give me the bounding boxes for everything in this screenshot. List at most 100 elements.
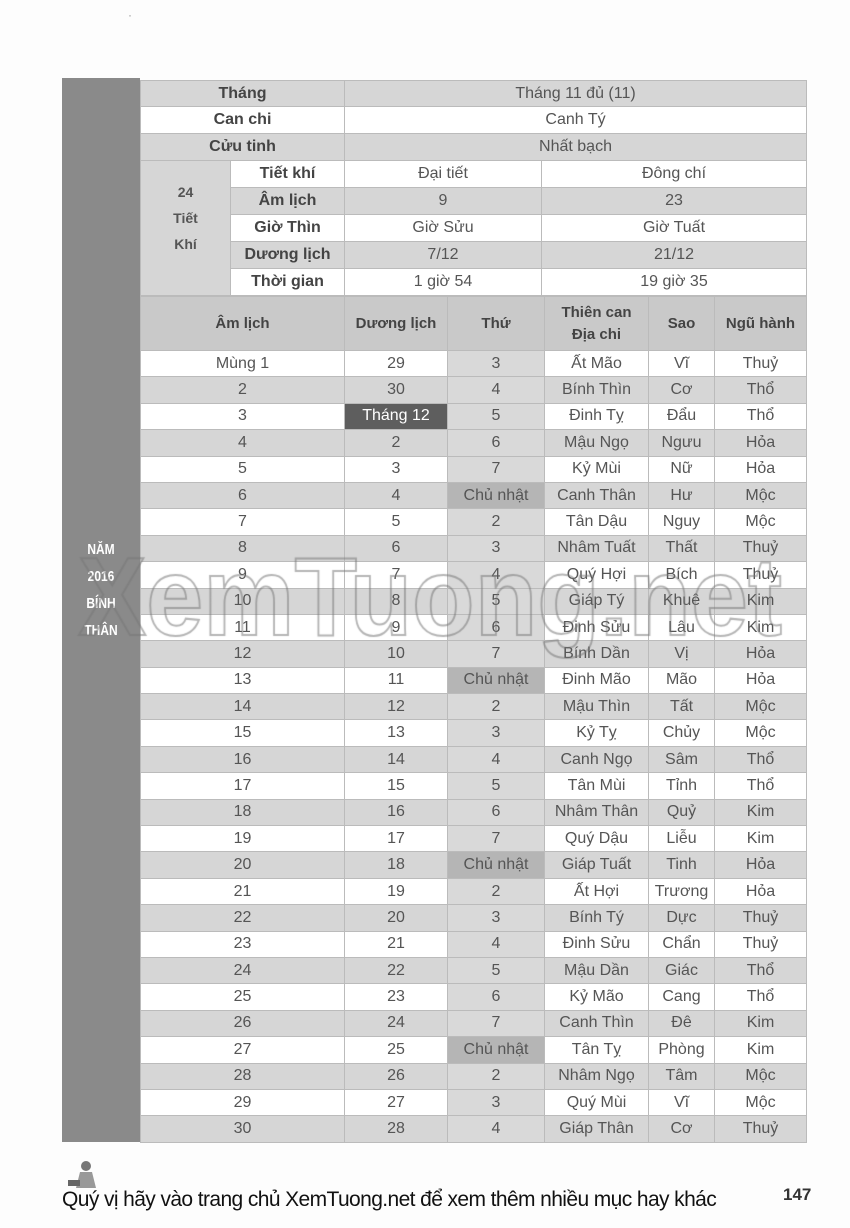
duong-lich-cell: 28 <box>344 1115 448 1143</box>
can-chi-cell: Mậu Thìn <box>544 693 649 721</box>
duong-lich-cell: 13 <box>344 719 448 747</box>
am-lich-cell: 17 <box>140 772 345 800</box>
thu-cell: 3 <box>447 1088 545 1117</box>
duong-lich-cell: 27 <box>344 1088 448 1117</box>
thu-cell: 3 <box>447 904 545 932</box>
duong-lich-cell: 10 <box>344 640 448 668</box>
sao-cell: Vĩ <box>648 1088 715 1117</box>
duong-lich-cell: 9 <box>344 613 448 642</box>
ngu-hanh-cell: Thuỷ <box>714 1115 807 1143</box>
am-lich-cell: 2 <box>140 376 345 404</box>
tietkhi-value: 1 giờ 54 <box>344 268 542 296</box>
tietkhi-value: 19 giờ 35 <box>541 268 807 296</box>
sao-cell: Quỷ <box>648 798 715 827</box>
ngu-hanh-cell: Kim <box>714 825 807 853</box>
table-row: 23 21 4 Đinh Sửu Chẩn Thuỷ <box>140 930 807 958</box>
table-row: 29 27 3 Quý Mùi Vĩ Mộc <box>140 1088 807 1117</box>
ngu-hanh-cell: Thuỷ <box>714 561 807 589</box>
ngu-hanh-cell: Thổ <box>714 745 807 774</box>
can-chi-cell: Canh Thìn <box>544 1009 649 1038</box>
sao-cell: Nguy <box>648 508 715 536</box>
table-row: 27 25 Chủ nhật Tân Tỵ Phòng Kim <box>140 1036 807 1064</box>
ngu-hanh-cell: Hỏa <box>714 666 807 695</box>
am-lich-cell: 30 <box>140 1115 345 1143</box>
thu-cell: 3 <box>447 719 545 747</box>
am-lich-cell: 18 <box>140 798 345 827</box>
ngu-hanh-cell: Thổ <box>714 376 807 404</box>
tietkhi-value: Đông chí <box>541 160 807 188</box>
am-lich-cell: 25 <box>140 983 345 1011</box>
year-line: 2016 <box>87 568 115 585</box>
ngu-hanh-cell: Hỏa <box>714 640 807 668</box>
tietkhi-row-label: Dương lịch <box>230 241 345 269</box>
duong-lich-cell: 18 <box>344 851 448 879</box>
table-row: 7 5 2 Tân Dậu Nguy Mộc <box>140 508 807 536</box>
table-row: 26 24 7 Canh Thìn Đê Kim <box>140 1009 807 1038</box>
duong-lich-cell: 29 <box>344 349 448 378</box>
tietkhi-value: 23 <box>541 187 807 215</box>
duong-lich-cell: 5 <box>344 508 448 536</box>
table-row: Mùng 1 29 3 Ất Mão Vĩ Thuỷ <box>140 349 807 378</box>
sao-cell: Thất <box>648 534 715 563</box>
duong-lich-cell: 24 <box>344 1009 448 1038</box>
tietkhi-row-label: Tiết khí <box>230 160 345 188</box>
thu-cell: Chủ nhật <box>447 1036 545 1064</box>
sao-cell: Lâu <box>648 613 715 642</box>
am-lich-cell: 16 <box>140 745 345 774</box>
ngu-hanh-cell: Thuỷ <box>714 930 807 958</box>
table-row: 9 7 4 Quý Hợi Bích Thuỷ <box>140 561 807 589</box>
table-row: 20 18 Chủ nhật Giáp Tuất Tinh Hỏa <box>140 851 807 879</box>
month-info-table: Tháng Tháng 11 đủ (11) Can chi Canh Tý Cửu… <box>140 80 807 296</box>
ngu-hanh-cell: Thuỷ <box>714 904 807 932</box>
duong-lich-cell: 11 <box>344 666 448 695</box>
thu-cell: Chủ nhật <box>447 666 545 695</box>
ngu-hanh-cell: Hỏa <box>714 877 807 906</box>
table-row: 22 20 3 Bính Tý Dực Thuỷ <box>140 904 807 932</box>
year-sidebar: NĂM 2016 BÍNH THÂN <box>62 78 140 1142</box>
can-chi-cell: Giáp Tuất <box>544 851 649 879</box>
ngu-hanh-cell: Hỏa <box>714 455 807 483</box>
cuutinh-value: Nhất bạch <box>344 133 807 161</box>
can-chi-cell: Bính Tý <box>544 904 649 932</box>
can-chi-cell: Canh Ngọ <box>544 745 649 774</box>
sao-cell: Tất <box>648 693 715 721</box>
sao-cell: Cang <box>648 983 715 1011</box>
column-header: Thiên can Địa chi <box>544 296 649 351</box>
can-chi-cell: Đinh Mão <box>544 666 649 695</box>
column-header: Âm lịch <box>140 296 345 351</box>
duong-lich-cell: 12 <box>344 693 448 721</box>
year-line: BÍNH <box>86 595 116 612</box>
tietkhi-value: Đại tiết <box>344 160 542 188</box>
am-lich-cell: 29 <box>140 1088 345 1117</box>
tietkhi-value: Giờ Sửu <box>344 214 542 242</box>
sao-cell: Trương <box>648 877 715 906</box>
footer-text: Quý vị hãy vào trang chủ XemTuong.net để… <box>62 1188 717 1211</box>
table-row: 2 30 4 Bính Thìn Cơ Thổ <box>140 376 807 404</box>
can-chi-cell: Giáp Tý <box>544 587 649 615</box>
ngu-hanh-cell: Kim <box>714 798 807 827</box>
table-row: 5 3 7 Kỷ Mùi Nữ Hỏa <box>140 455 807 483</box>
sao-cell: Cơ <box>648 376 715 404</box>
am-lich-cell: 23 <box>140 930 345 958</box>
duong-lich-cell: 4 <box>344 481 448 510</box>
table-row: 24 22 5 Mậu Dần Giác Thổ <box>140 956 807 985</box>
tietkhi-row-label: Âm lịch <box>230 187 345 215</box>
cuutinh-label: Cửu tinh <box>140 133 345 161</box>
thu-cell: 5 <box>447 402 545 431</box>
am-lich-cell: Mùng 1 <box>140 349 345 378</box>
duong-lich-cell: 22 <box>344 956 448 985</box>
tietkhi-group-line: Tiết <box>173 210 198 226</box>
thu-cell: 6 <box>447 613 545 642</box>
can-chi-cell: Kỷ Mùi <box>544 455 649 483</box>
ngu-hanh-cell: Thổ <box>714 956 807 985</box>
am-lich-cell: 9 <box>140 561 345 589</box>
am-lich-cell: 6 <box>140 481 345 510</box>
am-lich-cell: 21 <box>140 877 345 906</box>
can-chi-cell: Tân Mùi <box>544 772 649 800</box>
ngu-hanh-cell: Kim <box>714 1009 807 1038</box>
thu-cell: 4 <box>447 1115 545 1143</box>
can-chi-cell: Ất Hợi <box>544 877 649 906</box>
sao-cell: Nữ <box>648 455 715 483</box>
scan-speck: · <box>128 8 132 22</box>
